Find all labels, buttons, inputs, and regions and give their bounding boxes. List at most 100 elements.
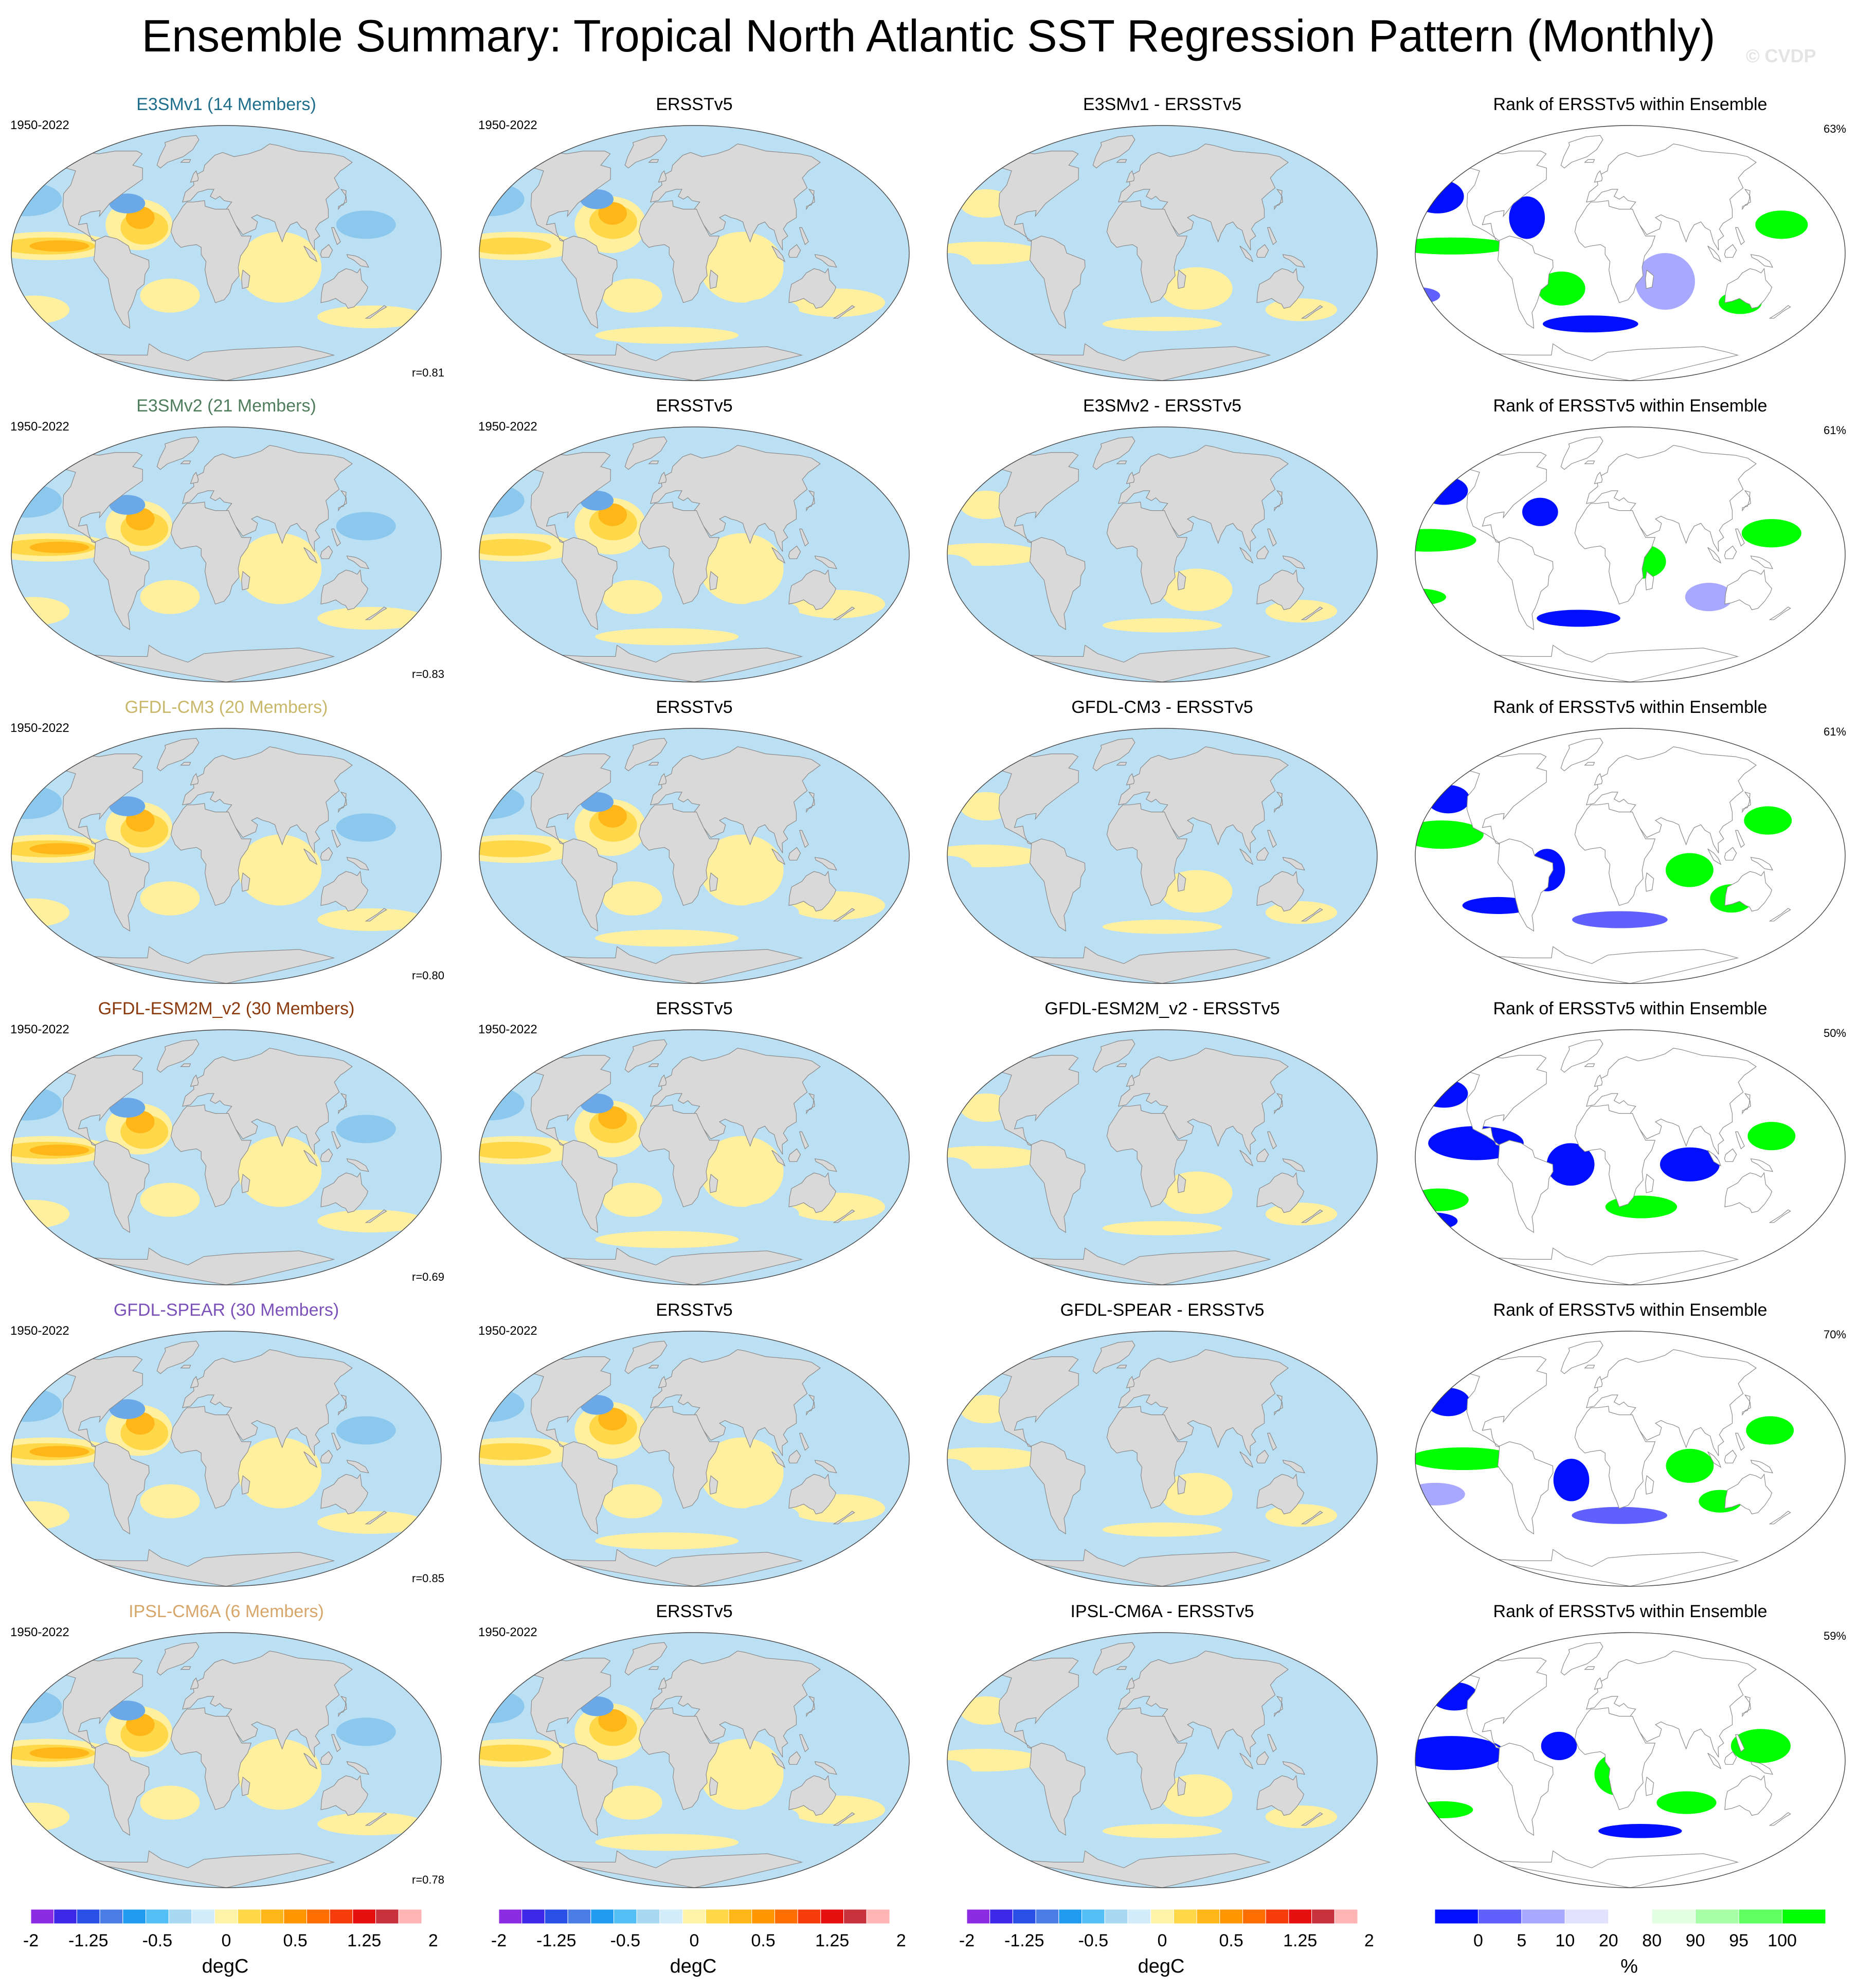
land-outline <box>1724 267 1772 309</box>
difference-panel: GFDL-ESM2M_v2 - ERSSTv5 <box>946 997 1378 1290</box>
analysis-period: 1950-2022 <box>10 721 69 735</box>
sst-anomaly-region <box>1102 1523 1222 1537</box>
land-outline <box>1769 908 1791 922</box>
sst-anomaly-region <box>1276 1412 1324 1435</box>
sst-anomaly-region <box>140 278 200 313</box>
land-outline <box>624 738 668 772</box>
colorbar-swatch <box>53 1909 77 1924</box>
sst-anomaly-region <box>602 278 662 313</box>
land-outline <box>1645 570 1654 590</box>
land-outline <box>1574 803 1656 906</box>
land-outline <box>1004 1549 1271 1586</box>
panel-title: GFDL-CM3 - ERSSTv5 <box>1071 697 1253 717</box>
land-outline <box>1267 528 1277 547</box>
land-outline <box>346 1158 369 1172</box>
land-outline <box>1735 830 1745 848</box>
sst-anomaly-region <box>479 1744 551 1762</box>
land-outline <box>1256 244 1269 258</box>
obs-panel: ERSSTv5 1950-2022 <box>478 1298 910 1591</box>
colorbar-tick-label: 10 <box>1555 1931 1575 1950</box>
land-outline <box>331 1131 341 1150</box>
land-outline <box>1256 1148 1269 1162</box>
sst-anomaly-region <box>109 1399 146 1419</box>
land-outline <box>1742 188 1751 210</box>
land-outline <box>1118 1651 1289 1758</box>
sst-anomaly-region <box>805 1122 866 1151</box>
map-border <box>479 1029 910 1285</box>
colorbar-swatch <box>1150 1909 1174 1924</box>
panel-title: Rank of ERSSTv5 within Ensemble <box>1493 1602 1768 1621</box>
land-outline <box>182 1048 353 1155</box>
colorbar-swatch <box>1477 1909 1522 1924</box>
analysis-period: 1950-2022 <box>10 1625 69 1639</box>
obs-map <box>479 1029 910 1285</box>
colorbar-swatch <box>1173 1909 1197 1924</box>
land-outline <box>1118 445 1289 552</box>
land-outline <box>814 857 837 871</box>
panel-title: E3SMv1 (14 Members) <box>136 95 316 114</box>
sst-anomaly-region <box>238 1437 322 1509</box>
sst-anomaly-region <box>700 231 784 303</box>
land-outline <box>68 343 335 381</box>
land-outline <box>156 135 200 169</box>
sst-anomaly-region <box>479 1141 551 1159</box>
land-outline <box>788 847 801 861</box>
colorbar-swatch <box>30 1909 55 1924</box>
land-outline <box>561 1441 618 1535</box>
rank-patch <box>1541 1731 1577 1760</box>
land-outline <box>709 872 718 892</box>
map-border <box>947 728 1378 984</box>
land-outline <box>1645 1173 1654 1193</box>
land-outline <box>658 1677 667 1690</box>
pattern-correlation: r=0.81 <box>412 366 444 379</box>
land-outline <box>1177 570 1186 590</box>
land-outline <box>814 1460 837 1474</box>
land-outline <box>346 1460 369 1474</box>
land-outline <box>331 1432 341 1451</box>
land-outline <box>68 644 335 682</box>
sst-anomaly-region <box>1077 1682 1113 1711</box>
rank-map <box>1415 1632 1846 1888</box>
land-outline <box>1239 1150 1254 1167</box>
land-outline <box>338 1695 347 1717</box>
land-outline <box>346 1761 369 1775</box>
land-outline <box>814 254 837 268</box>
obs-panel: ERSSTv5 1950-2022 <box>478 997 910 1290</box>
colorbar-tick-label: 2 <box>896 1931 906 1950</box>
land-outline <box>1274 791 1283 813</box>
land-outline <box>771 547 786 564</box>
sst-anomaly-region <box>595 1834 739 1851</box>
colorbar-swatch <box>544 1909 568 1924</box>
panel-title: Rank of ERSSTv5 within Ensemble <box>1493 1300 1768 1320</box>
panel-title: GFDL-ESM2M_v2 - ERSSTv5 <box>1044 999 1280 1018</box>
sst-anomaly-region <box>1077 175 1113 204</box>
difference-panel: IPSL-CM6A - ERSSTv5 <box>946 1600 1378 1893</box>
sst-anomaly-region <box>479 539 551 556</box>
land-outline <box>1456 754 1547 845</box>
difference-panel: E3SMv1 - ERSSTv5 <box>946 93 1378 386</box>
land-outline <box>788 1473 836 1515</box>
sst-anomaly-region <box>1074 561 1134 604</box>
sst-anomaly-region <box>1045 210 1093 239</box>
land-outline <box>68 1850 335 1888</box>
difference-panel: GFDL-CM3 - ERSSTv5 <box>946 695 1378 989</box>
land-outline <box>1497 1140 1554 1233</box>
land-outline <box>709 269 718 289</box>
panel-title: E3SMv1 - ERSSTv5 <box>1083 95 1241 114</box>
colorbar-tick-label: 2 <box>1364 1931 1374 1950</box>
sst-anomaly-region <box>1077 778 1113 807</box>
page-title: Ensemble Summary: Tropical North Atlanti… <box>141 10 1716 61</box>
sst-anomaly-region <box>739 298 799 321</box>
land-outline <box>1497 236 1554 329</box>
land-outline <box>1560 1642 1603 1676</box>
rank-map <box>1415 1331 1846 1587</box>
land-outline <box>303 1451 318 1468</box>
land-outline <box>1116 460 1127 464</box>
land-outline <box>561 838 618 932</box>
obs-panel: ERSSTv5 1950-2022 <box>478 1600 910 1893</box>
land-outline <box>536 343 803 381</box>
rank-panel: Rank of ERSSTv5 within Ensemble 50% <box>1414 997 1846 1290</box>
land-outline <box>788 1148 801 1162</box>
colorbar-swatch <box>774 1909 798 1924</box>
colorbar-unit: degC <box>202 1956 249 1977</box>
